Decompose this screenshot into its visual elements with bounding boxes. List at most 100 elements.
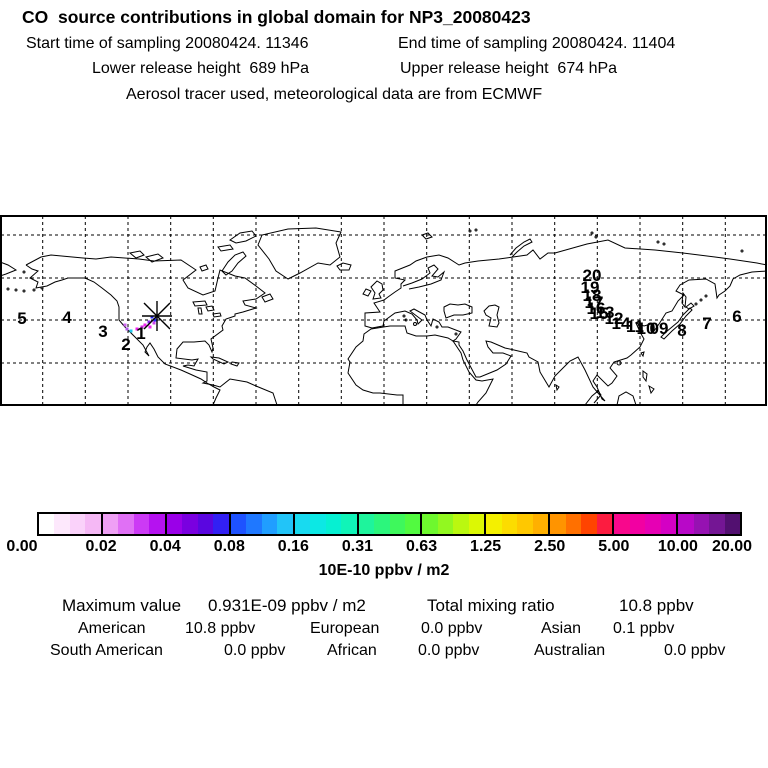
colorbar-cell bbox=[565, 514, 582, 534]
release-star-icon bbox=[142, 301, 172, 331]
trajectory-marker-15: 15 bbox=[590, 304, 609, 323]
colorbar-cell bbox=[596, 514, 613, 534]
colorbar-cell bbox=[182, 514, 198, 534]
colorbar-cell bbox=[422, 514, 438, 534]
colorbar-segment bbox=[166, 514, 231, 534]
trajectory-marker-2: 2 bbox=[121, 335, 130, 354]
trajectory-marker-09: 09 bbox=[650, 319, 669, 338]
concentration-dot bbox=[125, 327, 129, 331]
max-value-label: Maximum value bbox=[62, 596, 182, 615]
region-asian-value: 0.1 ppbv bbox=[613, 620, 675, 637]
colorbar-segment bbox=[358, 514, 423, 534]
concentration-dot bbox=[123, 323, 127, 327]
trajectory-marker-16: 16 bbox=[587, 299, 606, 318]
colorbar-segment bbox=[678, 514, 740, 534]
region-african-value: 0.0 ppbv bbox=[418, 642, 480, 659]
region-african-label: African bbox=[327, 642, 377, 659]
colorbar-cell bbox=[709, 514, 725, 534]
colorbar-cell bbox=[517, 514, 533, 534]
tracer-info-text: Aerosol tracer used, meteorological data… bbox=[126, 86, 543, 103]
world-map: 5 4 3 2 1 20 19 18 17 16 15 13 12 14 11 10 09 8 7 6 bbox=[0, 215, 768, 407]
total-mixing-ratio-value: 10.8 ppbv bbox=[619, 596, 694, 615]
trajectory-marker-17: 17 bbox=[585, 293, 604, 312]
colorbar-tick-label: 0.63 bbox=[405, 538, 438, 555]
trajectory-marker-20: 20 bbox=[583, 266, 602, 285]
trajectory-marker-6: 6 bbox=[732, 307, 741, 326]
trajectory-marker-7: 7 bbox=[702, 314, 711, 333]
colorbar-cell bbox=[468, 514, 485, 534]
colorbar-segment bbox=[102, 514, 167, 534]
colorbar-tick-label: 0.04 bbox=[149, 538, 181, 555]
trajectory-marker-18: 18 bbox=[583, 286, 602, 305]
colorbar bbox=[37, 512, 742, 536]
region-south-american-label: South American bbox=[50, 642, 163, 659]
concentration-dot bbox=[140, 325, 144, 329]
colorbar-segment bbox=[486, 514, 551, 534]
concentration-dot bbox=[135, 327, 139, 331]
colorbar-tick-label: 0.02 bbox=[85, 538, 117, 555]
map-frame bbox=[0, 215, 767, 406]
colorbar-cell bbox=[39, 514, 55, 534]
upper-release-height-text: Upper release height 674 hPa bbox=[400, 60, 618, 77]
trajectory-marker-11: 11 bbox=[626, 317, 644, 336]
trajectory-marker-13: 13 bbox=[596, 303, 615, 322]
colorbar-tick-label: 0.16 bbox=[277, 538, 309, 555]
colorbar-cell bbox=[581, 514, 597, 534]
colorbar-segment bbox=[230, 514, 295, 534]
region-australian-label: Australian bbox=[534, 642, 606, 659]
colorbar-cell bbox=[118, 514, 134, 534]
colorbar-tick-label: 0.31 bbox=[341, 538, 374, 555]
colorbar-cell bbox=[404, 514, 421, 534]
coastlines bbox=[0, 227, 768, 406]
concentration-dot bbox=[153, 318, 157, 322]
trajectory-marker-4: 4 bbox=[62, 308, 72, 327]
colorbar-segment bbox=[294, 514, 359, 534]
colorbar-cell bbox=[645, 514, 661, 534]
trajectory-marker-12: 12 bbox=[605, 309, 624, 328]
colorbar-cell bbox=[213, 514, 229, 534]
concentration-dot bbox=[150, 315, 154, 319]
colorbar-cell bbox=[437, 514, 454, 534]
colorbar-cell bbox=[325, 514, 342, 534]
colorbar-cell bbox=[532, 514, 549, 534]
trajectory-marker-8: 8 bbox=[677, 321, 686, 340]
lower-release-height-text: Lower release height 689 hPa bbox=[92, 60, 310, 77]
colorbar-cell bbox=[294, 514, 311, 534]
concentration-dot bbox=[152, 321, 156, 325]
region-european-label: European bbox=[310, 620, 380, 637]
colorbar-cell bbox=[614, 514, 630, 534]
region-american-value: 10.8 ppbv bbox=[185, 620, 256, 637]
trajectory-marker-3: 3 bbox=[98, 322, 107, 341]
colorbar-cell bbox=[358, 514, 375, 534]
page-title: CO source contributions in global domain… bbox=[22, 7, 531, 27]
colorbar-tick-label: 5.00 bbox=[598, 538, 630, 555]
colorbar-cell bbox=[310, 514, 326, 534]
region-american-label: American bbox=[78, 620, 146, 637]
trajectory-marker-14: 14 bbox=[612, 314, 631, 333]
region-european-value: 0.0 ppbv bbox=[421, 620, 483, 637]
colorbar-segment bbox=[614, 514, 679, 534]
concentration-dot bbox=[147, 320, 151, 324]
colorbar-tick-label: 2.50 bbox=[534, 538, 566, 555]
trajectory-marker-19: 19 bbox=[581, 278, 600, 297]
colorbar-cell bbox=[660, 514, 677, 534]
total-mixing-ratio-label: Total mixing ratio bbox=[427, 596, 555, 615]
colorbar-cell bbox=[246, 514, 262, 534]
colorbar-cell bbox=[166, 514, 183, 534]
concentration-dot bbox=[129, 329, 133, 333]
colorbar-cell bbox=[197, 514, 214, 534]
region-asian-label: Asian bbox=[541, 620, 582, 637]
colorbar-cell bbox=[102, 514, 119, 534]
trajectory-marker-10: 10 bbox=[637, 319, 656, 338]
colorbar-tick-label: 20.00 bbox=[711, 538, 753, 555]
max-value-number: 0.931E-09 ppbv / m2 bbox=[208, 596, 366, 615]
colorbar-cell bbox=[501, 514, 518, 534]
colorbar-segment bbox=[422, 514, 487, 534]
concentration-dots bbox=[123, 315, 157, 333]
colorbar-cell bbox=[453, 514, 469, 534]
colorbar-cell bbox=[261, 514, 278, 534]
region-south-american-value: 0.0 ppbv bbox=[224, 642, 286, 659]
trajectory-marker-1: 1 bbox=[136, 324, 145, 343]
